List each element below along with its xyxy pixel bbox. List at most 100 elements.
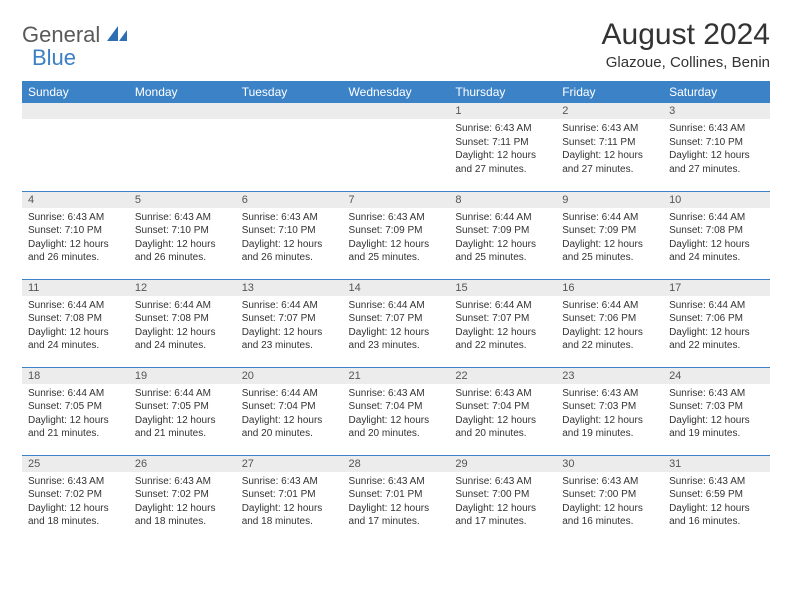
daylight-line-1: Daylight: 12 hours (562, 502, 657, 516)
weekday-header-row: SundayMondayTuesdayWednesdayThursdayFrid… (22, 81, 770, 103)
calendar-cell (129, 103, 236, 191)
sunrise-line: Sunrise: 6:43 AM (135, 211, 230, 225)
calendar-week-row: 25Sunrise: 6:43 AMSunset: 7:02 PMDayligh… (22, 455, 770, 543)
day-number: 1 (449, 103, 556, 119)
calendar-cell: 24Sunrise: 6:43 AMSunset: 7:03 PMDayligh… (663, 367, 770, 455)
sunset-line: Sunset: 7:10 PM (28, 224, 123, 238)
day-details: Sunrise: 6:44 AMSunset: 7:09 PMDaylight:… (449, 208, 556, 267)
empty-day (236, 103, 343, 119)
daylight-line-2: and 17 minutes. (349, 515, 444, 529)
daylight-line-1: Daylight: 12 hours (562, 149, 657, 163)
calendar-cell (22, 103, 129, 191)
daylight-line-1: Daylight: 12 hours (28, 326, 123, 340)
sunrise-line: Sunrise: 6:44 AM (562, 211, 657, 225)
sunrise-line: Sunrise: 6:44 AM (562, 299, 657, 313)
daylight-line-1: Daylight: 12 hours (349, 326, 444, 340)
day-number: 29 (449, 456, 556, 472)
day-number: 15 (449, 280, 556, 296)
daylight-line-2: and 27 minutes. (562, 163, 657, 177)
sunrise-line: Sunrise: 6:44 AM (669, 299, 764, 313)
daylight-line-2: and 16 minutes. (669, 515, 764, 529)
daylight-line-1: Daylight: 12 hours (669, 502, 764, 516)
header: General Blue August 2024 Glazoue, Collin… (22, 18, 770, 71)
calendar-cell: 29Sunrise: 6:43 AMSunset: 7:00 PMDayligh… (449, 455, 556, 543)
sunrise-line: Sunrise: 6:43 AM (349, 387, 444, 401)
sunset-line: Sunset: 7:09 PM (562, 224, 657, 238)
sunrise-line: Sunrise: 6:44 AM (349, 299, 444, 313)
page-title: August 2024 (602, 18, 770, 52)
day-number: 25 (22, 456, 129, 472)
sunrise-line: Sunrise: 6:43 AM (349, 211, 444, 225)
calendar-cell: 8Sunrise: 6:44 AMSunset: 7:09 PMDaylight… (449, 191, 556, 279)
weekday-header: Monday (129, 81, 236, 103)
calendar-cell (343, 103, 450, 191)
day-number: 28 (343, 456, 450, 472)
day-details: Sunrise: 6:43 AMSunset: 7:04 PMDaylight:… (343, 384, 450, 443)
sunset-line: Sunset: 7:10 PM (242, 224, 337, 238)
location-subtitle: Glazoue, Collines, Benin (602, 54, 770, 71)
day-details: Sunrise: 6:43 AMSunset: 7:00 PMDaylight:… (556, 472, 663, 531)
sunset-line: Sunset: 7:07 PM (242, 312, 337, 326)
daylight-line-1: Daylight: 12 hours (135, 414, 230, 428)
sunrise-line: Sunrise: 6:44 AM (669, 211, 764, 225)
title-block: August 2024 Glazoue, Collines, Benin (602, 18, 770, 71)
sunrise-line: Sunrise: 6:43 AM (455, 475, 550, 489)
sunrise-line: Sunrise: 6:44 AM (135, 387, 230, 401)
sunrise-line: Sunrise: 6:43 AM (28, 475, 123, 489)
day-number: 4 (22, 192, 129, 208)
daylight-line-1: Daylight: 12 hours (135, 326, 230, 340)
calendar-cell: 23Sunrise: 6:43 AMSunset: 7:03 PMDayligh… (556, 367, 663, 455)
day-details: Sunrise: 6:43 AMSunset: 7:11 PMDaylight:… (449, 119, 556, 178)
calendar-cell: 21Sunrise: 6:43 AMSunset: 7:04 PMDayligh… (343, 367, 450, 455)
day-number: 18 (22, 368, 129, 384)
day-details: Sunrise: 6:43 AMSunset: 7:03 PMDaylight:… (556, 384, 663, 443)
sunrise-line: Sunrise: 6:43 AM (28, 211, 123, 225)
daylight-line-2: and 23 minutes. (242, 339, 337, 353)
sunset-line: Sunset: 7:02 PM (28, 488, 123, 502)
daylight-line-2: and 23 minutes. (349, 339, 444, 353)
day-number: 6 (236, 192, 343, 208)
logo-word-2: Blue (32, 45, 76, 70)
day-details: Sunrise: 6:44 AMSunset: 7:08 PMDaylight:… (129, 296, 236, 355)
sunset-line: Sunset: 7:05 PM (28, 400, 123, 414)
day-details: Sunrise: 6:43 AMSunset: 6:59 PMDaylight:… (663, 472, 770, 531)
sunrise-line: Sunrise: 6:43 AM (562, 122, 657, 136)
sunset-line: Sunset: 7:05 PM (135, 400, 230, 414)
sunrise-line: Sunrise: 6:44 AM (135, 299, 230, 313)
calendar-cell: 6 Sunrise: 6:43 AMSunset: 7:10 PMDaylight… (236, 191, 343, 279)
calendar-cell: 22Sunrise: 6:43 AMSunset: 7:04 PMDayligh… (449, 367, 556, 455)
sunrise-line: Sunrise: 6:43 AM (242, 211, 337, 225)
sunrise-line: Sunrise: 6:43 AM (455, 122, 550, 136)
daylight-line-1: Daylight: 12 hours (455, 326, 550, 340)
daylight-line-1: Daylight: 12 hours (455, 238, 550, 252)
calendar-cell: 15Sunrise: 6:44 AMSunset: 7:07 PMDayligh… (449, 279, 556, 367)
daylight-line-2: and 18 minutes. (28, 515, 123, 529)
empty-day (22, 103, 129, 119)
day-number: 8 (449, 192, 556, 208)
day-number: 16 (556, 280, 663, 296)
sunrise-line: Sunrise: 6:43 AM (669, 475, 764, 489)
calendar-cell: 18Sunrise: 6:44 AMSunset: 7:05 PMDayligh… (22, 367, 129, 455)
daylight-line-2: and 20 minutes. (455, 427, 550, 441)
sunset-line: Sunset: 7:09 PM (455, 224, 550, 238)
day-number: 9 (556, 192, 663, 208)
calendar-cell: 26Sunrise: 6:43 AMSunset: 7:02 PMDayligh… (129, 455, 236, 543)
daylight-line-2: and 21 minutes. (28, 427, 123, 441)
day-details: Sunrise: 6:44 AMSunset: 7:07 PMDaylight:… (343, 296, 450, 355)
day-details: Sunrise: 6:44 AMSunset: 7:07 PMDaylight:… (449, 296, 556, 355)
calendar-cell: 25Sunrise: 6:43 AMSunset: 7:02 PMDayligh… (22, 455, 129, 543)
sunset-line: Sunset: 7:02 PM (135, 488, 230, 502)
weekday-header: Saturday (663, 81, 770, 103)
calendar-cell: 3Sunrise: 6:43 AMSunset: 7:10 PMDaylight… (663, 103, 770, 191)
daylight-line-1: Daylight: 12 hours (28, 414, 123, 428)
sunset-line: Sunset: 7:11 PM (562, 136, 657, 150)
sunset-line: Sunset: 7:01 PM (349, 488, 444, 502)
daylight-line-1: Daylight: 12 hours (28, 238, 123, 252)
calendar-cell: 27Sunrise: 6:43 AMSunset: 7:01 PMDayligh… (236, 455, 343, 543)
sunrise-line: Sunrise: 6:44 AM (242, 387, 337, 401)
day-details: Sunrise: 6:44 AMSunset: 7:09 PMDaylight:… (556, 208, 663, 267)
daylight-line-1: Daylight: 12 hours (242, 238, 337, 252)
day-number: 12 (129, 280, 236, 296)
daylight-line-1: Daylight: 12 hours (242, 414, 337, 428)
calendar-cell: 16Sunrise: 6:44 AMSunset: 7:06 PMDayligh… (556, 279, 663, 367)
